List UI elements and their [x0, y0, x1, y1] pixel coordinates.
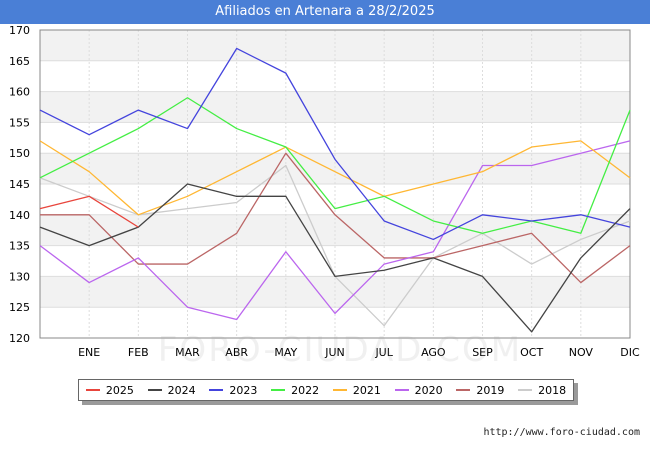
y-tick-label: 130: [9, 270, 30, 283]
legend-label: 2025: [105, 383, 134, 397]
legend-item-2025: 2025: [85, 383, 134, 397]
legend-label: 2018: [538, 383, 567, 397]
x-tick-label: OCT: [520, 346, 543, 359]
legend-swatch: [332, 389, 347, 391]
x-tick-label: AGO: [421, 346, 446, 359]
y-tick-label: 145: [9, 178, 30, 191]
footer-url: http://www.foro-ciudad.com: [483, 427, 640, 438]
x-tick-label: MAR: [175, 346, 200, 359]
legend: 2025 2024 2023 2022 2021 2020 2019 2018: [78, 379, 574, 401]
legend-label: 2019: [476, 383, 505, 397]
legend-swatch: [209, 389, 224, 391]
legend-swatch: [394, 389, 409, 391]
series-line-2021: [39, 140, 631, 216]
x-tick-label: JUL: [374, 346, 393, 359]
legend-swatch: [518, 389, 533, 391]
x-tick-label: FEB: [128, 346, 149, 359]
legend-label: 2022: [291, 383, 320, 397]
legend-item-2023: 2023: [209, 384, 257, 397]
series-line-2020: [39, 140, 631, 321]
chart-title: Afiliados en Artenara a 28/2/2025: [215, 4, 435, 19]
legend-item-2024: 2024: [147, 383, 196, 397]
legend-swatch: [147, 389, 162, 391]
legend-item-2020: 2020: [394, 383, 443, 397]
x-tick-label: NOV: [569, 346, 594, 359]
series-line-2019: [40, 152, 631, 284]
legend-item-2019: 2019: [456, 384, 504, 397]
chart-title-bar: Afiliados en Artenara a 28/2/2025: [0, 0, 650, 24]
legend-swatch: [85, 389, 100, 391]
series-line-2025: [39, 195, 139, 228]
x-tick-label: JUN: [324, 346, 345, 359]
y-tick-label: 155: [9, 116, 30, 129]
legend-swatch: [456, 389, 471, 391]
x-tick-label: ENE: [78, 346, 100, 359]
legend-item-2022: 2022: [271, 384, 319, 397]
y-tick-label: 165: [9, 55, 30, 68]
y-tick-label: 135: [9, 240, 30, 253]
y-tick-label: 170: [9, 24, 30, 37]
y-tick-label: 160: [9, 86, 30, 99]
legend-label: 2023: [229, 383, 258, 397]
legend-label: 2024: [167, 383, 196, 397]
legend-swatch: [271, 389, 286, 391]
y-tick-label: 125: [9, 301, 30, 314]
y-tick-label: 150: [9, 147, 30, 160]
series-line-2023: [39, 47, 631, 241]
x-tick-label: MAY: [274, 346, 297, 359]
watermark: FORO-CIUDAD.COM: [157, 330, 523, 370]
x-tick-label: DIC: [620, 346, 640, 359]
legend-item-2018: 2018: [518, 384, 566, 397]
plot-frame: [39, 29, 631, 339]
y-tick-label: 120: [9, 332, 30, 345]
legend-label: 2020: [414, 383, 443, 397]
legend-item-2021: 2021: [332, 383, 381, 397]
legend-label: 2021: [352, 383, 381, 397]
x-tick-label: SEP: [472, 346, 493, 359]
x-tick-label: ABR: [225, 346, 248, 359]
line-chart: 120 125 130 135 140 145 150 155 160 165 170 ENE FEB M…: [9, 24, 640, 359]
y-tick-label: 140: [9, 209, 30, 222]
